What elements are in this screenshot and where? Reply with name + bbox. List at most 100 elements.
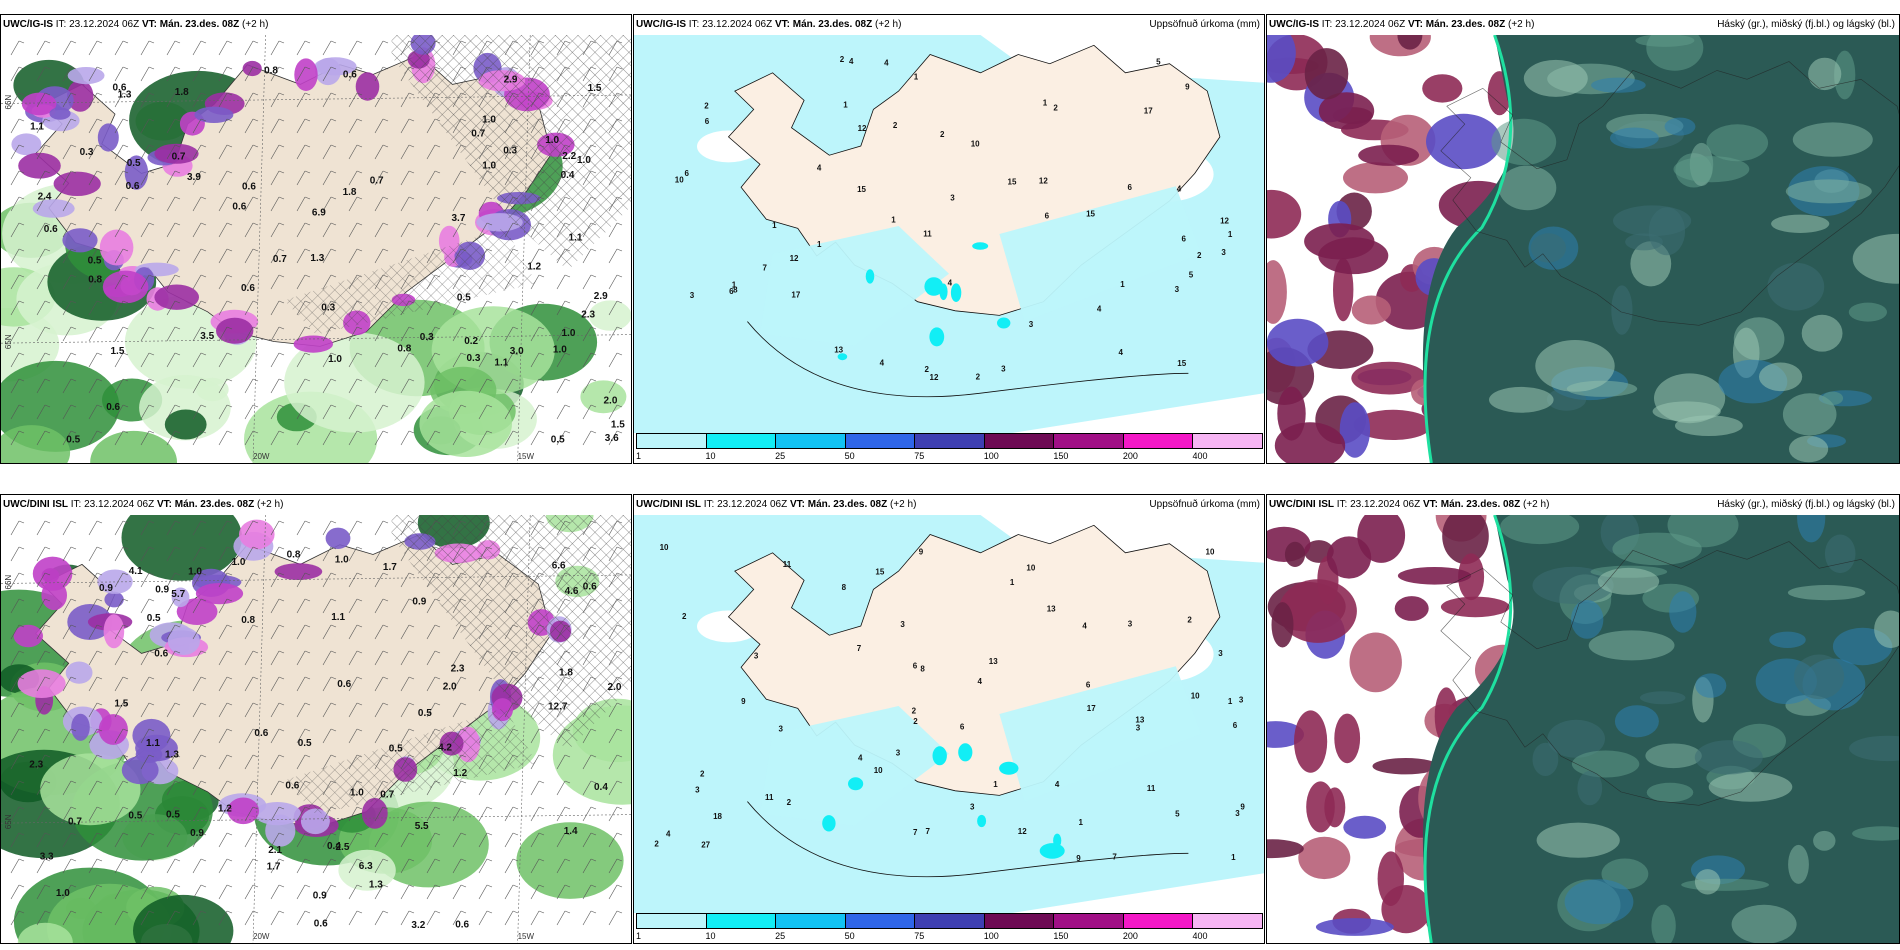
wind-barb xyxy=(192,754,202,770)
wind-barb xyxy=(70,572,77,576)
accum-value: 3 xyxy=(695,786,700,795)
wind-barb xyxy=(382,520,389,524)
wind-barb xyxy=(374,780,384,796)
precip-blob xyxy=(196,377,229,402)
wind-barb xyxy=(538,352,545,356)
precip-blob xyxy=(17,669,66,698)
wind-barb xyxy=(96,170,103,174)
wind-barb xyxy=(504,378,514,394)
wind-barb xyxy=(270,858,280,874)
wind-barb xyxy=(530,40,540,56)
cloud-blob xyxy=(1801,314,1843,352)
wind-barb xyxy=(62,326,72,342)
wind-barb xyxy=(166,520,176,536)
wind-barb xyxy=(374,910,384,926)
wind-barb xyxy=(356,326,363,330)
cloud-blob xyxy=(1523,59,1588,97)
lead-time: (+2 h) xyxy=(890,499,917,510)
wind-barb xyxy=(88,40,98,56)
wind-barb xyxy=(608,780,618,796)
wind-barb xyxy=(486,572,493,576)
accum-value: 13 xyxy=(989,657,998,666)
wind-barb xyxy=(140,676,150,692)
colorbar-swatch xyxy=(1053,433,1124,449)
wind-barb xyxy=(62,754,72,770)
wind-barb xyxy=(122,274,129,278)
wind-barb xyxy=(44,546,51,550)
wind-barb xyxy=(278,40,285,44)
wind-barb xyxy=(348,222,358,238)
wind-barb xyxy=(582,248,592,264)
wind-barb xyxy=(408,222,415,226)
wind-barb xyxy=(244,676,254,692)
wind-barb xyxy=(192,572,202,588)
wind-barb xyxy=(140,118,150,134)
wind-barb xyxy=(452,170,462,186)
cloud-blob xyxy=(1458,553,1485,601)
accum-value: 4 xyxy=(948,279,953,288)
wind-barb xyxy=(426,780,436,796)
model-name: UWC/IG-IS xyxy=(1269,19,1319,30)
wind-barb xyxy=(10,832,20,848)
wind-barb xyxy=(140,702,150,718)
precip-blob xyxy=(40,753,141,826)
wind-barb xyxy=(608,40,618,56)
wind-barb xyxy=(330,884,337,888)
wind-barb xyxy=(356,274,363,278)
cloud-blob xyxy=(1577,770,1603,806)
front-edge xyxy=(1423,515,1513,943)
wind-barb xyxy=(382,832,389,836)
wind-barb xyxy=(192,118,202,134)
wind-barb xyxy=(10,572,20,588)
cloud-blob xyxy=(1673,156,1750,183)
wind-barb xyxy=(478,196,488,212)
wind-barb xyxy=(452,624,462,640)
accum-value: 3 xyxy=(1221,248,1226,257)
wind-barb xyxy=(88,378,98,394)
wind-barb xyxy=(478,430,488,446)
wind-barb xyxy=(62,832,72,848)
wind-barb xyxy=(434,222,441,226)
wind-barb xyxy=(10,430,20,446)
precip-blob xyxy=(13,624,44,648)
wind-barb xyxy=(374,40,384,56)
wind-barb xyxy=(408,702,415,706)
colorbar-tick: 50 xyxy=(844,931,855,941)
cloud-blob xyxy=(1769,631,1806,648)
wind-barb xyxy=(192,598,202,614)
wind-barb xyxy=(322,352,332,368)
cloud-blob xyxy=(1397,35,1423,50)
wind-barb xyxy=(62,598,72,614)
wind-barb xyxy=(148,196,155,200)
wind-barb xyxy=(400,676,410,692)
wind-barb xyxy=(426,92,436,108)
wind-barb xyxy=(556,118,566,134)
wind-barb xyxy=(244,754,254,770)
wind-barb xyxy=(564,754,571,758)
wind-barb xyxy=(322,118,332,134)
wind-barb xyxy=(88,248,98,264)
colorbar-swatch xyxy=(1192,433,1263,449)
wind-barb xyxy=(62,520,72,536)
accum-value: 2 xyxy=(840,55,845,64)
accum-value: 9 xyxy=(1240,803,1245,812)
cloud-blob xyxy=(1852,826,1899,841)
wind-barb xyxy=(382,378,389,382)
panel-header: UWC/IG-IS IT: 23.12.2024 06Z VT: Mán. 23… xyxy=(1,15,631,35)
precip-value: 3.7 xyxy=(452,213,466,224)
wind-barb xyxy=(70,326,77,330)
wind-barb xyxy=(374,702,384,718)
wind-barb xyxy=(460,858,467,862)
wind-barb xyxy=(504,650,514,666)
accum-value: 4 xyxy=(1119,348,1124,357)
wind-barb xyxy=(96,832,103,836)
precip-value: 0.3 xyxy=(420,332,434,343)
wind-barb xyxy=(400,728,410,744)
wind-barb xyxy=(512,430,519,434)
wind-barb xyxy=(122,858,129,862)
wind-barb xyxy=(278,404,285,408)
hatched-region xyxy=(391,35,631,271)
wind-barb xyxy=(96,352,103,356)
wind-barb xyxy=(166,170,176,186)
wind-barb xyxy=(512,170,519,174)
